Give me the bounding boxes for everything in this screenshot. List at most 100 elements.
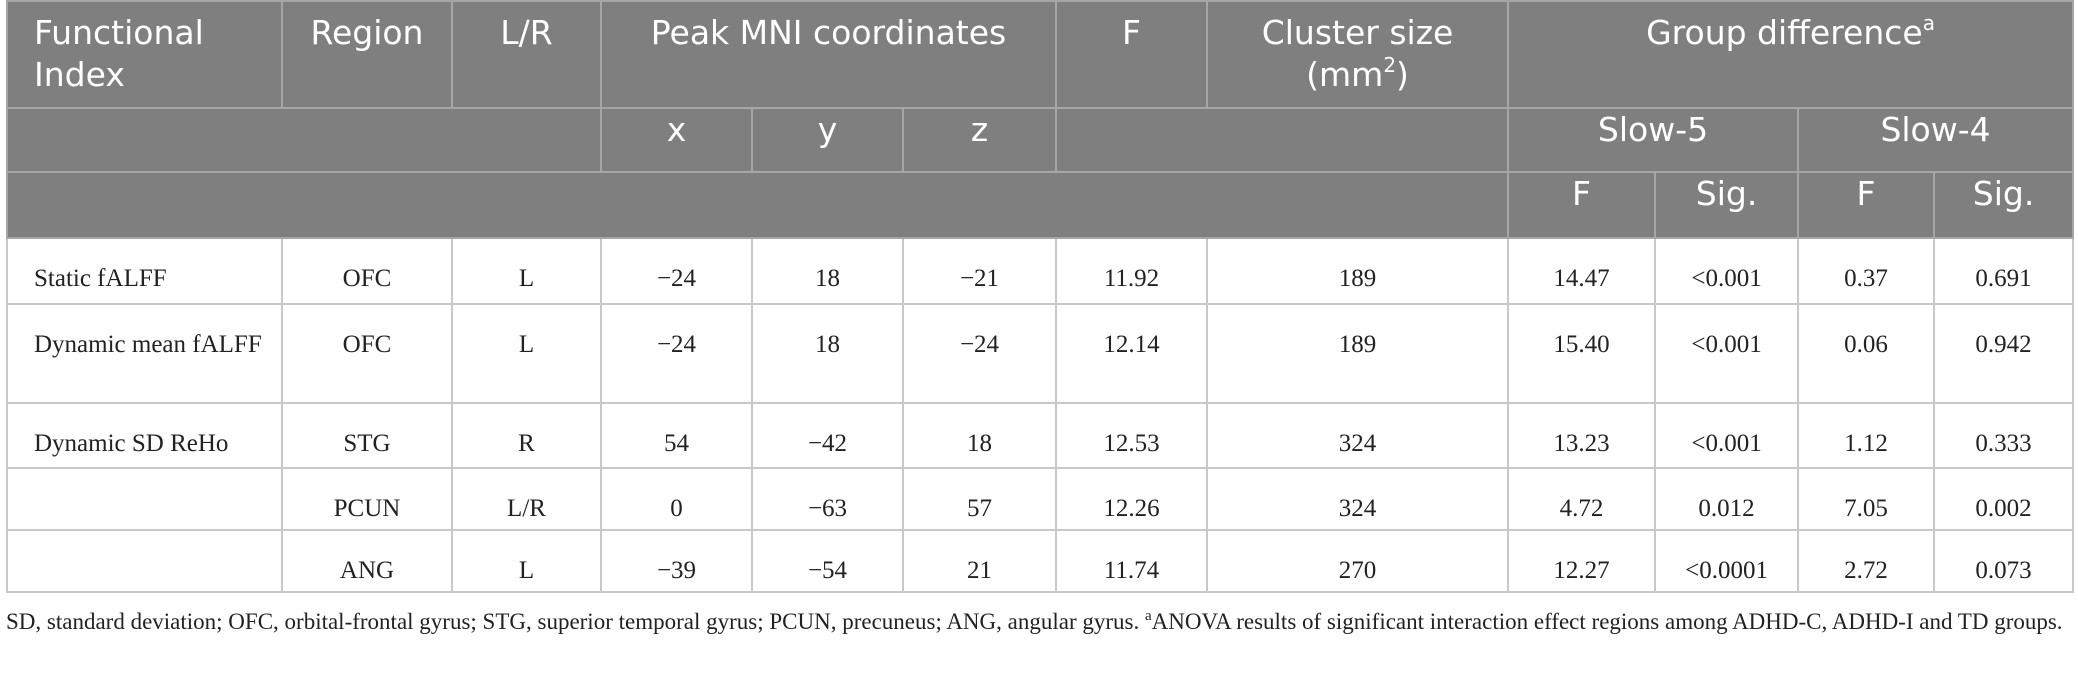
- header-cell: y: [751, 107, 904, 173]
- table-row: Dynamic SD ReHo STG R 54 −42 18 12.53 324 13.23 <…: [6, 402, 2075, 469]
- row-label: [6, 467, 283, 531]
- table-cell: 189: [1206, 237, 1510, 305]
- table-cell: <0.001: [1654, 402, 1800, 469]
- header-cell: z: [901, 107, 1058, 173]
- header-cell: Region: [281, 0, 453, 109]
- header-cell: Slow-4: [1797, 107, 2075, 173]
- table-cell: −24: [901, 303, 1058, 404]
- table-cell: 12.26: [1055, 467, 1209, 531]
- table-cell: 0.073: [1933, 529, 2075, 593]
- footnote: SD, standard deviation; OFC, orbital-fro…: [6, 603, 2072, 640]
- table-row: Dynamic mean fALFF OFC L −24 18 −24 12.14 189 15…: [6, 303, 2075, 404]
- table-cell: 12.27: [1507, 529, 1657, 593]
- superscript: a: [1144, 608, 1152, 624]
- table-cell: 0.691: [1933, 237, 2075, 305]
- row-label: [6, 529, 283, 593]
- header-cell: Sig.: [1933, 171, 2075, 239]
- header-cell: F: [1797, 171, 1936, 239]
- table-cell: OFC: [281, 303, 453, 404]
- header-cell: F: [1055, 0, 1209, 109]
- table-body: Static fALFF OFC L −24 18 −21 11.92 189 14.47 <0.…: [6, 237, 2075, 593]
- table-cell: <0.001: [1654, 303, 1800, 404]
- superscript: 2: [1383, 53, 1397, 77]
- table-cell: 15.40: [1507, 303, 1657, 404]
- table-row: PCUN L/R 0 −63 57 12.26 324 4.72 0.012 7.05 0.002: [6, 467, 2075, 531]
- table-cell: ANG: [281, 529, 453, 593]
- table-cell: −39: [600, 529, 753, 593]
- table-cell: PCUN: [281, 467, 453, 531]
- table-cell: 11.74: [1055, 529, 1209, 593]
- header-text: Group difference: [1646, 13, 1923, 52]
- table-cell: 21: [901, 529, 1058, 593]
- footnote-text: SD, standard deviation; OFC, orbital-fro…: [6, 609, 1145, 634]
- table: Functional Index Region L/R Peak MNI coo…: [5, 0, 2075, 593]
- table-cell: 0.002: [1933, 467, 2075, 531]
- header-row: Functional Index Region L/R Peak MNI coo…: [6, 0, 2075, 109]
- table-cell: R: [451, 402, 602, 469]
- header-text: Cluster size (mm: [1261, 13, 1454, 94]
- row-label: Dynamic SD ReHo: [6, 402, 283, 469]
- table-cell: 189: [1206, 303, 1510, 404]
- table-cell: L/R: [451, 467, 602, 531]
- table-cell: OFC: [281, 237, 453, 305]
- table-cell: 1.12: [1797, 402, 1936, 469]
- table-row: Static fALFF OFC L −24 18 −21 11.92 189 14.47 <0.…: [6, 237, 2075, 305]
- table-cell: 18: [751, 237, 904, 305]
- table-cell: <0.0001: [1654, 529, 1800, 593]
- table-cell: L: [451, 237, 602, 305]
- table-cell: −54: [751, 529, 904, 593]
- table-cell: 57: [901, 467, 1058, 531]
- table-cell: −42: [751, 402, 904, 469]
- row-label: Dynamic mean fALFF: [6, 303, 283, 404]
- table-cell: 0.012: [1654, 467, 1800, 531]
- table-cell: 324: [1206, 467, 1510, 531]
- table-container: Functional Index Region L/R Peak MNI coo…: [5, 0, 2075, 593]
- table-cell: 12.14: [1055, 303, 1209, 404]
- row-label: Static fALFF: [6, 237, 283, 305]
- header-row: x y z Slow-5 Slow-4: [6, 107, 2075, 173]
- table-cell: 324: [1206, 402, 1510, 469]
- header-cell: Cluster size (mm2): [1206, 0, 1510, 109]
- table-cell: 7.05: [1797, 467, 1936, 531]
- table-cell: 0.333: [1933, 402, 2075, 469]
- table-cell: 270: [1206, 529, 1510, 593]
- table-cell: −24: [600, 303, 753, 404]
- table-cell: 13.23: [1507, 402, 1657, 469]
- table-cell: <0.001: [1654, 237, 1800, 305]
- table-cell: 0: [600, 467, 753, 531]
- header-cell: Group differencea: [1507, 0, 2075, 109]
- header-cell: [6, 107, 602, 173]
- table-cell: 12.53: [1055, 402, 1209, 469]
- header-cell: L/R: [451, 0, 602, 109]
- table-cell: 0.06: [1797, 303, 1936, 404]
- table-cell: −24: [600, 237, 753, 305]
- table-cell: 18: [901, 402, 1058, 469]
- table-cell: 0.942: [1933, 303, 2075, 404]
- header-cell: Slow-5: [1507, 107, 1800, 173]
- table-cell: −21: [901, 237, 1058, 305]
- header-row: F Sig. F Sig.: [5, 171, 2075, 239]
- header-cell: F: [1507, 171, 1657, 239]
- table-cell: −63: [751, 467, 904, 531]
- header-cell: Peak MNI coordinates: [599, 0, 1058, 109]
- header-cell: [5, 171, 1510, 239]
- header-cell: Sig.: [1654, 171, 1800, 239]
- table-header: Functional Index Region L/R Peak MNI coo…: [5, 0, 2075, 239]
- header-cell: Functional Index: [6, 0, 283, 109]
- header-cell: x: [600, 107, 753, 173]
- header-cell: [1055, 107, 1510, 173]
- table-cell: 0.37: [1797, 237, 1936, 305]
- table-cell: 11.92: [1055, 237, 1209, 305]
- table-cell: L: [451, 529, 602, 593]
- table-cell: 2.72: [1797, 529, 1936, 593]
- superscript: a: [1922, 11, 1935, 35]
- table-cell: L: [451, 303, 602, 404]
- table-cell: 14.47: [1507, 237, 1657, 305]
- header-text: ): [1396, 55, 1409, 94]
- table-row: ANG L −39 −54 21 11.74 270 12.27 <0.0001 2.72 0.07…: [6, 529, 2075, 593]
- table-cell: 18: [751, 303, 904, 404]
- table-cell: 4.72: [1507, 467, 1657, 531]
- table-cell: STG: [281, 402, 453, 469]
- table-cell: 54: [600, 402, 753, 469]
